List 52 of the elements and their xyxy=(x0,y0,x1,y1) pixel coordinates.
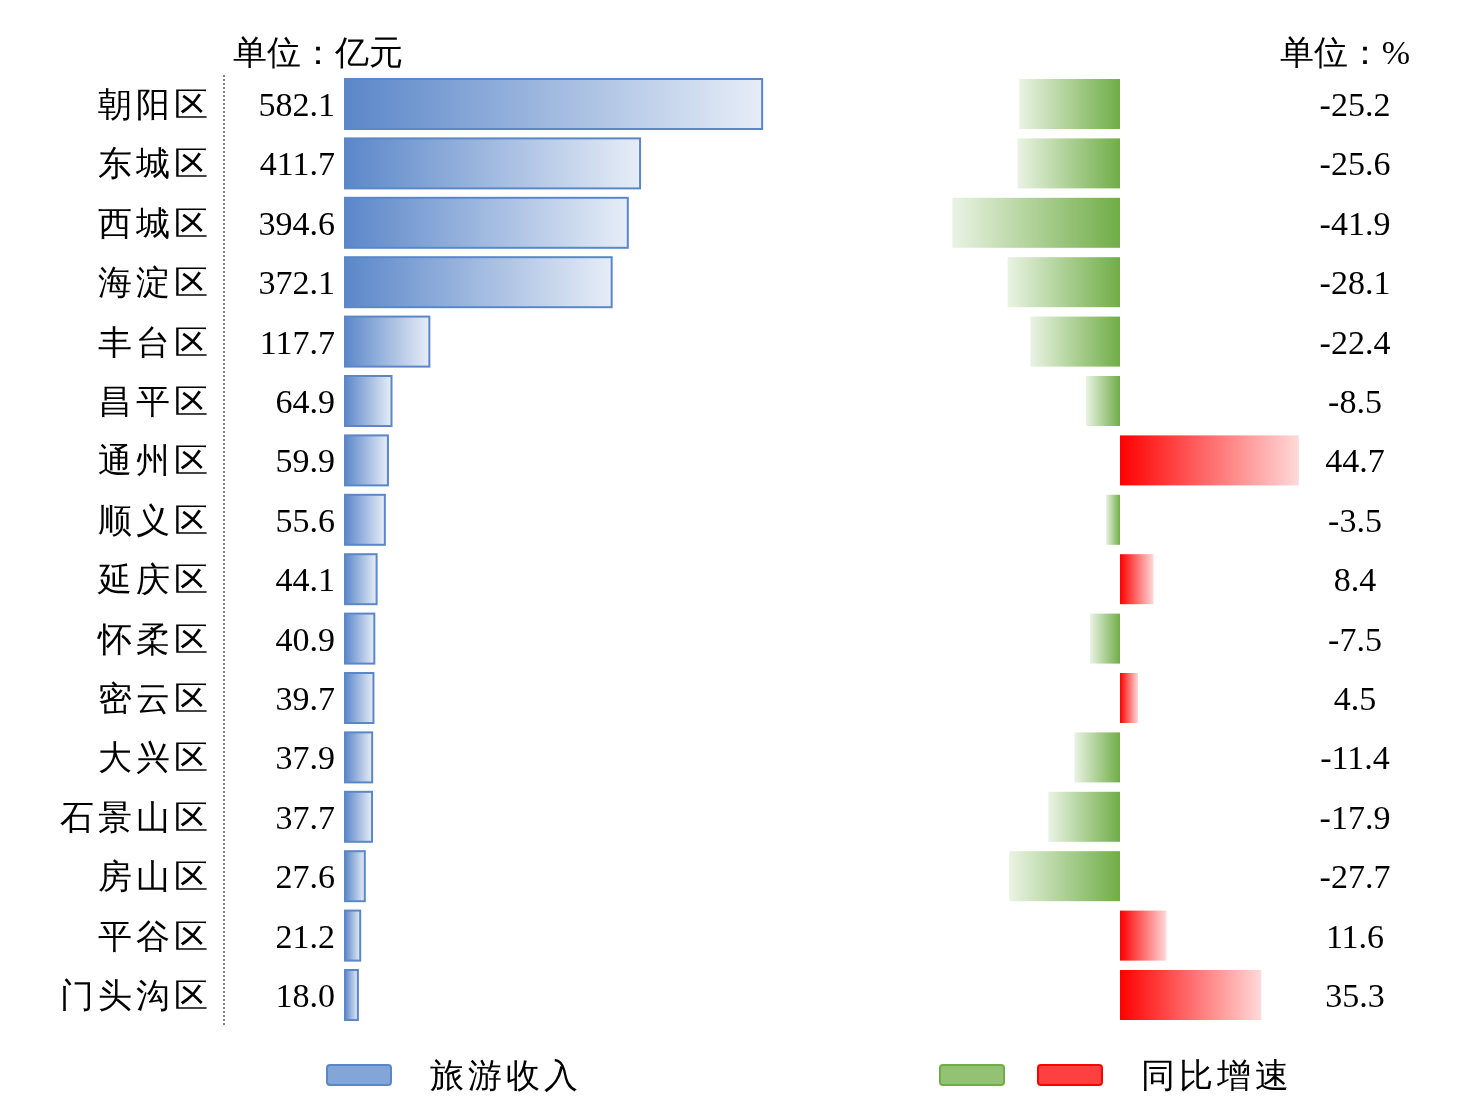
data-label: 55.6 xyxy=(275,501,335,539)
data-label: 40.9 xyxy=(275,620,335,658)
data-label: -11.4 xyxy=(1320,739,1390,777)
data-label: 44.7 xyxy=(1325,442,1385,480)
y-tick-label: 昌平区 xyxy=(98,383,212,420)
data-label: -25.2 xyxy=(1319,86,1391,123)
data-label: 27.6 xyxy=(275,858,335,896)
data-label: 39.7 xyxy=(275,680,335,717)
y-tick-label: 西城区 xyxy=(98,204,212,242)
data-label: 4.5 xyxy=(1333,680,1377,717)
data-label: 11.6 xyxy=(1325,917,1385,955)
legend-label: 旅游收入 xyxy=(430,1057,582,1094)
y-tick-label: 海淀区 xyxy=(98,264,212,302)
data-label: 18.0 xyxy=(275,977,335,1014)
data-label: 64.9 xyxy=(275,383,335,420)
data-label: -28.1 xyxy=(1319,264,1391,302)
y-tick-label: 通州区 xyxy=(98,442,212,480)
text: 单位：% xyxy=(1279,34,1410,71)
data-label: -7.5 xyxy=(1328,620,1382,658)
data-label: -27.7 xyxy=(1319,858,1391,896)
data-label: 35.3 xyxy=(1325,977,1385,1014)
data-label: -8.5 xyxy=(1328,383,1382,420)
data-label: -17.9 xyxy=(1319,798,1391,836)
data-label: 59.9 xyxy=(275,442,335,480)
y-tick-label: 怀柔区 xyxy=(97,620,212,658)
y-tick-label: 顺义区 xyxy=(98,501,212,539)
y-tick-label: 东城区 xyxy=(98,145,212,183)
y-tick-label: 延庆区 xyxy=(97,561,212,599)
data-label: 37.9 xyxy=(275,739,335,777)
data-label: -41.9 xyxy=(1319,204,1391,242)
data-label: 372.1 xyxy=(258,264,335,302)
y-tick-label: 丰台区 xyxy=(98,323,212,361)
text: 单位：亿元 xyxy=(233,34,403,71)
y-tick-label: 朝阳区 xyxy=(98,86,212,123)
y-tick-label: 密云区 xyxy=(98,680,212,717)
data-label: 21.2 xyxy=(275,917,335,955)
y-tick-label: 大兴区 xyxy=(98,739,212,777)
y-tick-label: 房山区 xyxy=(98,858,212,896)
data-label: 117.7 xyxy=(259,323,335,361)
y-tick-label: 平谷区 xyxy=(98,917,212,955)
data-label: 8.4 xyxy=(1333,561,1377,599)
data-label: 411.7 xyxy=(259,145,335,183)
y-tick-label: 门头沟区 xyxy=(60,977,212,1014)
data-label: -25.6 xyxy=(1319,145,1391,183)
data-label: 582.1 xyxy=(258,86,335,123)
data-label: -3.5 xyxy=(1328,501,1382,539)
data-label: 394.6 xyxy=(258,204,335,242)
data-label: 44.1 xyxy=(275,561,335,599)
y-tick-label: 石景山区 xyxy=(60,798,212,836)
legend-label: 同比增速 xyxy=(1141,1057,1293,1094)
data-label: 37.7 xyxy=(275,798,335,836)
data-label: -22.4 xyxy=(1319,323,1391,361)
